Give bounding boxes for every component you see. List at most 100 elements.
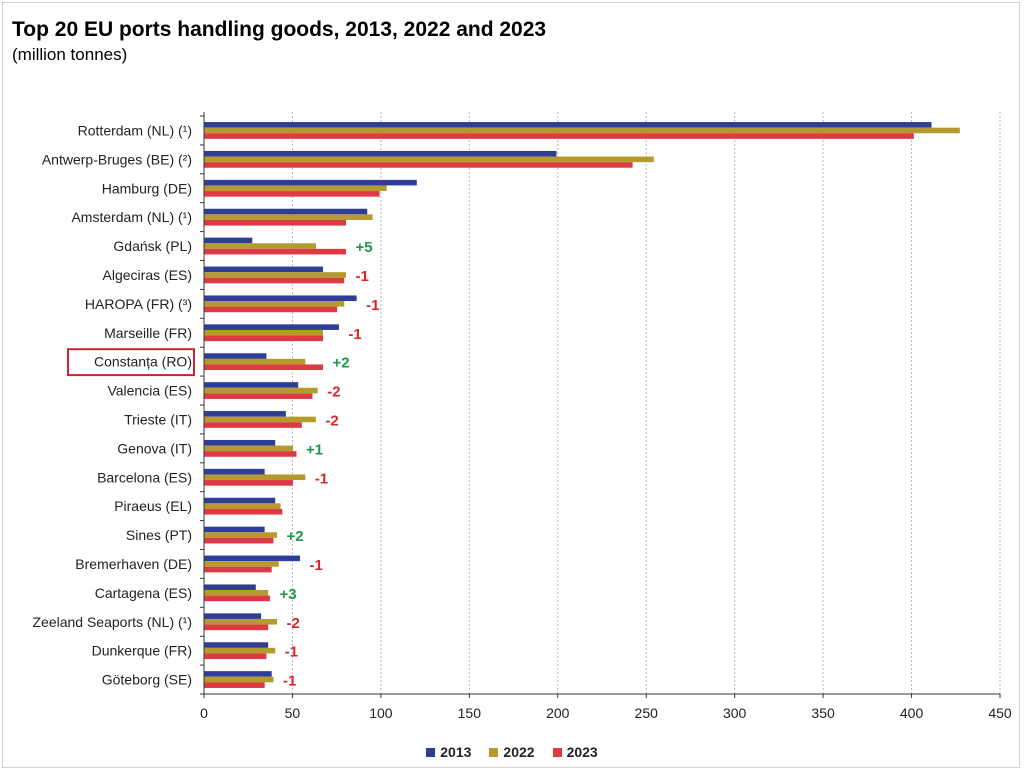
legend-label-2023: 2023	[566, 744, 598, 760]
bar-2022	[204, 590, 269, 596]
bar-2023	[204, 682, 265, 688]
rank-change-label: +2	[287, 528, 304, 545]
bar-2013	[204, 150, 557, 157]
bar-2013	[204, 295, 357, 302]
category-label: Zeeland Seaports (NL) (¹)	[32, 614, 192, 630]
bar-2022	[204, 474, 306, 481]
bar-2023	[204, 277, 345, 284]
bar-2022	[204, 301, 345, 307]
bar-2022	[204, 532, 278, 538]
bar-2022	[204, 127, 960, 134]
bar-2013	[204, 642, 269, 648]
bar-2022	[204, 676, 274, 683]
bar-2022	[204, 272, 347, 278]
bar-2023	[204, 566, 272, 573]
category-label: Amsterdam (NL) (¹)	[71, 209, 192, 225]
bar-2023	[204, 364, 324, 371]
category-label: HAROPA (FR) (³)	[85, 296, 192, 312]
category-label: Sines (PT)	[126, 527, 192, 543]
bar-chart: 0 50 100 150 200 250 300 350 400 450 Rotterdam (NL…	[32, 112, 1012, 721]
bar-2023	[204, 133, 914, 139]
bar-2013	[204, 266, 324, 273]
rank-change-label: -1	[366, 297, 379, 314]
bar-2022	[204, 416, 316, 423]
bar-2013	[204, 353, 267, 359]
bar-2022	[204, 561, 279, 567]
bar-2013	[204, 497, 276, 504]
x-tick-label: 100	[369, 705, 393, 721]
bar-2013	[204, 324, 339, 330]
legend-item-2022: 2022	[489, 744, 535, 760]
bar-2023	[204, 191, 380, 197]
category-label: Cartagena (ES)	[95, 585, 192, 601]
bar-2023	[204, 306, 338, 313]
bar-2022	[204, 243, 316, 249]
bar-2022	[204, 445, 293, 452]
bar-2013	[204, 122, 932, 128]
x-tick-label: 250	[635, 705, 659, 721]
rank-change-label: +2	[333, 355, 350, 372]
category-label: Marseille (FR)	[104, 325, 192, 341]
bar-2023	[204, 624, 269, 631]
bar-2013	[204, 468, 265, 475]
bar-2013	[204, 555, 301, 562]
bar-2013	[204, 584, 256, 591]
bar-2023	[204, 480, 293, 486]
bar-2013	[204, 179, 417, 186]
bar-2013	[204, 613, 262, 619]
legend-swatch-2022	[489, 747, 499, 757]
x-tick-label: 400	[900, 705, 924, 721]
bar-2023	[204, 537, 274, 544]
category-label: Piraeus (EL)	[114, 498, 192, 514]
bar-2022	[204, 329, 324, 336]
category-label: Valencia (ES)	[107, 383, 192, 399]
rank-change-label: -1	[356, 268, 369, 285]
rank-change-label: -1	[285, 644, 298, 661]
bar-2022	[204, 387, 318, 394]
rank-change-label: -1	[348, 326, 361, 343]
bar-2023	[204, 335, 324, 342]
category-label: Göteborg (SE)	[102, 672, 192, 688]
x-tick-label: 200	[546, 705, 570, 721]
bar-2023	[204, 451, 297, 457]
bar-2023	[204, 162, 633, 168]
bar-2023	[204, 219, 347, 226]
bar-2013	[204, 382, 299, 388]
bar-2013	[204, 411, 286, 417]
category-label: Rotterdam (NL) (¹)	[78, 122, 192, 138]
bar-2022	[204, 156, 654, 163]
bar-2022	[204, 214, 373, 220]
highlight-box	[67, 348, 195, 377]
x-tick-label: 50	[285, 705, 301, 721]
rank-change-label: -1	[315, 470, 328, 487]
bar-2022	[204, 647, 276, 654]
bar-2022	[204, 358, 306, 365]
category-label: Constanța (RO)	[94, 354, 192, 370]
legend-label-2013: 2013	[440, 744, 472, 760]
bar-2023	[204, 248, 347, 255]
chart-subtitle: (million tonnes)	[12, 45, 128, 64]
bar-2013	[204, 671, 272, 677]
bar-2023	[204, 653, 267, 660]
rank-change-label: -1	[283, 673, 296, 690]
bar-2023	[204, 393, 313, 399]
legend-item-2023: 2023	[552, 744, 598, 760]
category-label: Barcelona (ES)	[97, 469, 192, 485]
x-tick-label: 350	[811, 705, 835, 721]
chart-title: Top 20 EU ports handling goods, 2013, 20…	[12, 18, 547, 41]
bar-2023	[204, 422, 302, 428]
category-label: Dunkerque (FR)	[92, 643, 192, 659]
rank-change-label: -2	[327, 384, 340, 401]
category-label: Algeciras (ES)	[103, 267, 192, 283]
rank-change-label: +3	[279, 586, 296, 603]
category-label: Hamburg (DE)	[102, 180, 192, 196]
category-label: Bremerhaven (DE)	[75, 556, 192, 572]
bar-2013	[204, 526, 265, 533]
bar-2013	[204, 237, 253, 244]
category-label: Genova (IT)	[117, 440, 192, 456]
bar-2022	[204, 185, 387, 192]
category-label: Antwerp-Bruges (BE) (²)	[42, 151, 192, 167]
rank-change-label: +5	[356, 239, 373, 256]
rank-change-label: -2	[325, 412, 338, 429]
bar-2022	[204, 618, 278, 625]
